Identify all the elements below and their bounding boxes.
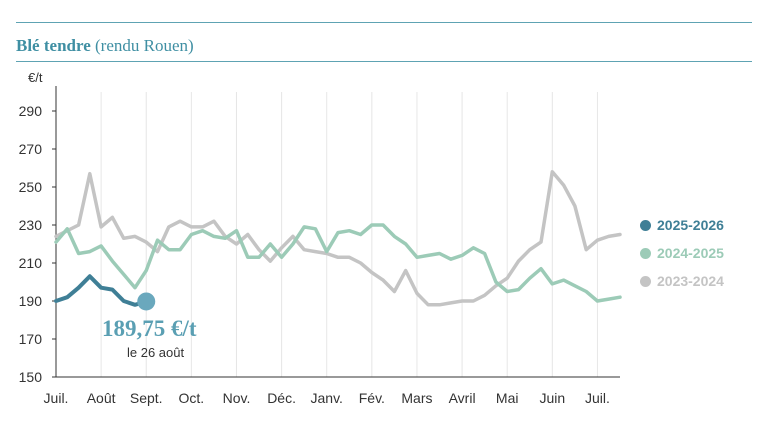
x-tick-label: Janv. (311, 390, 343, 406)
series-line-2023-2024 (54, 170, 622, 307)
legend: 2025-2026 2024-2025 2023-2024 (640, 217, 724, 302)
y-tick-label: 270 (19, 141, 43, 157)
series-line-2025-2026 (54, 274, 149, 307)
legend-item: 2023-2024 (640, 273, 724, 289)
chart-title-main: Blé tendre (16, 36, 91, 55)
y-axis-label: €/t (28, 70, 43, 85)
legend-item: 2024-2025 (640, 245, 724, 261)
y-tick-label: 210 (19, 255, 43, 271)
chart-title: Blé tendre (rendu Rouen) (16, 36, 194, 56)
title-rule (16, 61, 752, 62)
top-rule (16, 22, 752, 23)
x-tick-label: Fév. (359, 390, 385, 406)
y-tick-label: 250 (19, 179, 43, 195)
x-tick-label: Mai (496, 390, 519, 406)
x-tick-label: Avril (449, 390, 476, 406)
x-tick-label: Août (87, 390, 116, 406)
legend-dot-2023-2024 (640, 275, 651, 287)
x-tick-label: Juil. (585, 390, 610, 406)
callout-value: 189,75 €/t (102, 316, 197, 341)
y-tick-label: 290 (19, 103, 43, 119)
callout-date: le 26 août (127, 345, 185, 360)
x-tick-label: Sept. (130, 390, 163, 406)
x-tick-label: Déc. (267, 390, 296, 406)
x-tick-label: Oct. (179, 390, 205, 406)
legend-label-2024-2025: 2024-2025 (657, 245, 724, 261)
legend-dot-2025-2026 (640, 219, 651, 231)
legend-label-2023-2024: 2023-2024 (657, 273, 724, 289)
x-tick-label: Nov. (223, 390, 251, 406)
y-tick-label: 150 (19, 369, 43, 385)
latest-value-marker (137, 292, 156, 311)
y-tick-label: 170 (19, 331, 43, 347)
x-tick-label: Mars (401, 390, 432, 406)
x-tick-label: Juin (539, 390, 565, 406)
legend-item: 2025-2026 (640, 217, 724, 233)
series-line-2024-2025 (54, 223, 622, 303)
y-tick-label: 190 (19, 293, 43, 309)
x-tick-label: Juil. (44, 390, 69, 406)
chart-title-sub: (rendu Rouen) (95, 36, 194, 55)
legend-dot-2024-2025 (640, 247, 651, 259)
y-tick-label: 230 (19, 217, 43, 233)
legend-label-2025-2026: 2025-2026 (657, 217, 724, 233)
